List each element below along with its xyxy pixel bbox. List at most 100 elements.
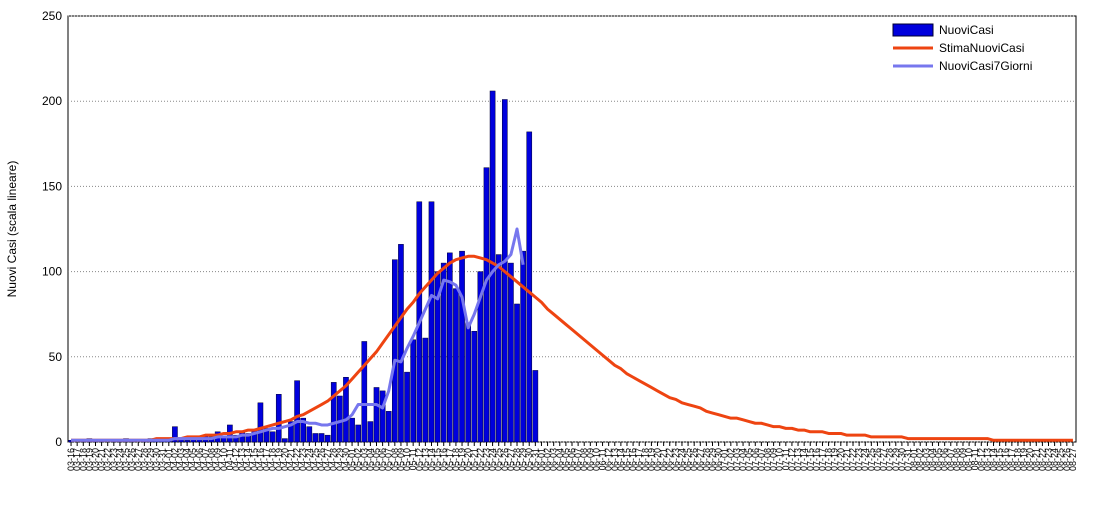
x-tick-label: 07-16	[811, 448, 821, 471]
bar	[337, 395, 343, 443]
x-tick-label: 05-08	[390, 448, 400, 471]
bar	[275, 394, 282, 443]
x-tick-label: 03-24	[115, 448, 125, 471]
x-tick-label: 07-15	[805, 448, 815, 471]
x-tick-label: 08-18	[1013, 448, 1023, 471]
bar	[288, 421, 294, 443]
bar	[453, 288, 459, 443]
x-tick-label: 07-17	[817, 448, 827, 471]
x-tick-label: 06-24	[677, 448, 687, 471]
x-tick-label: 06-22	[665, 448, 675, 471]
bar	[373, 387, 380, 443]
x-tick-label: 04-27	[323, 448, 333, 471]
bar	[367, 421, 374, 443]
x-tick-label: 06-19	[646, 448, 656, 471]
bar	[379, 390, 386, 443]
legend-swatch	[892, 23, 934, 37]
x-tick-label: 04-09	[213, 448, 223, 471]
x-tick-label: 08-06	[940, 448, 950, 471]
bar	[447, 252, 453, 443]
x-tick-label: 04-28	[329, 448, 339, 471]
x-tick-label: 08-26	[1062, 448, 1072, 471]
bar	[465, 322, 471, 443]
x-tick-label: 05-11	[408, 448, 418, 470]
bar	[257, 402, 264, 443]
x-tick-label: 06-07	[573, 448, 583, 471]
x-tick-label: 06-14	[616, 448, 626, 471]
x-tick-label: 05-23	[481, 448, 491, 471]
x-tick-label: 07-07	[756, 448, 766, 471]
bar	[428, 201, 435, 443]
x-tick-label: 07-20	[836, 448, 846, 471]
x-tick-label: 07-01	[720, 448, 730, 471]
legend-label: NuoviCasi7Giorni	[939, 59, 1032, 73]
x-tick-label: 05-24	[488, 448, 498, 471]
bar	[483, 167, 490, 443]
x-tick-label: 04-04	[182, 448, 192, 471]
x-tick-label: 08-27	[1068, 448, 1078, 471]
x-tick-label: 08-24	[1050, 448, 1060, 471]
x-tick-label: 08-23	[1044, 448, 1054, 471]
x-tick-label: 05-05	[372, 448, 382, 471]
x-tick-label: 04-07	[200, 448, 210, 471]
x-tick-label: 04-03	[176, 448, 186, 471]
x-tick-label: 05-19	[457, 448, 467, 471]
x-tick-label: 08-21	[1031, 448, 1041, 471]
bar	[410, 339, 416, 443]
x-tick-label: 05-27	[506, 448, 516, 471]
x-tick-label: 05-15	[433, 448, 443, 471]
x-tick-label: 04-25	[310, 448, 320, 471]
x-tick-label: 04-17	[262, 448, 272, 471]
bar	[398, 244, 404, 443]
legend-label: StimaNuoviCasi	[939, 41, 1024, 55]
x-tick-label: 07-26	[872, 448, 882, 471]
bar	[263, 428, 270, 443]
x-tick-label: 08-22	[1037, 448, 1047, 471]
x-tick-label: 06-04	[555, 448, 565, 471]
x-tick-label: 06-30	[714, 448, 724, 471]
x-tick-label: 07-11	[781, 448, 791, 470]
x-tick-label: 04-26	[317, 448, 327, 471]
x-tick-label: 03-31	[158, 448, 168, 471]
y-tick-label: 200	[42, 94, 62, 108]
x-tick-label: 07-24	[860, 448, 870, 471]
bar	[330, 382, 337, 443]
bar	[471, 330, 478, 443]
x-tick-label: 04-22	[292, 448, 302, 471]
x-tick-label: 08-25	[1056, 448, 1066, 471]
x-tick-label: 05-17	[445, 448, 455, 471]
x-tick-label: 07-18	[824, 448, 834, 471]
x-tick-label: 04-23	[298, 448, 308, 471]
x-tick-label: 07-27	[879, 448, 889, 471]
x-tick-label: 04-06	[194, 448, 204, 471]
bar	[404, 371, 410, 443]
x-tick-label: 04-16	[255, 448, 265, 471]
x-tick-label: 05-06	[378, 448, 388, 471]
x-tick-label: 06-25	[683, 448, 693, 471]
x-tick-label: 05-14	[426, 448, 436, 471]
x-tick-label: 05-04	[365, 448, 375, 471]
x-tick-label: 03-30	[152, 448, 162, 471]
x-tick-label: 05-13	[420, 448, 430, 471]
bar	[318, 433, 325, 443]
x-tick-label: 08-04	[927, 448, 937, 471]
bar	[361, 341, 368, 443]
x-tick-label: 06-09	[585, 448, 595, 471]
bar	[477, 271, 484, 443]
x-tick-label: 07-25	[866, 448, 876, 471]
line	[71, 227, 525, 442]
x-tick-label: 05-16	[439, 448, 449, 471]
x-tick-label: 04-10	[219, 448, 229, 471]
x-tick-label: 08-14	[989, 448, 999, 471]
x-tick-label: 07-06	[750, 448, 760, 471]
bar	[526, 131, 533, 443]
x-tick-label: 08-16	[1001, 448, 1011, 471]
x-tick-label: 05-12	[414, 448, 424, 471]
x-tick-label: 04-05	[188, 448, 198, 471]
bar	[172, 426, 178, 443]
bar	[324, 434, 331, 443]
x-tick-label: 05-09	[396, 448, 406, 471]
x-tick-label: 07-30	[897, 448, 907, 471]
x-tick-label: 05-22	[475, 448, 485, 471]
